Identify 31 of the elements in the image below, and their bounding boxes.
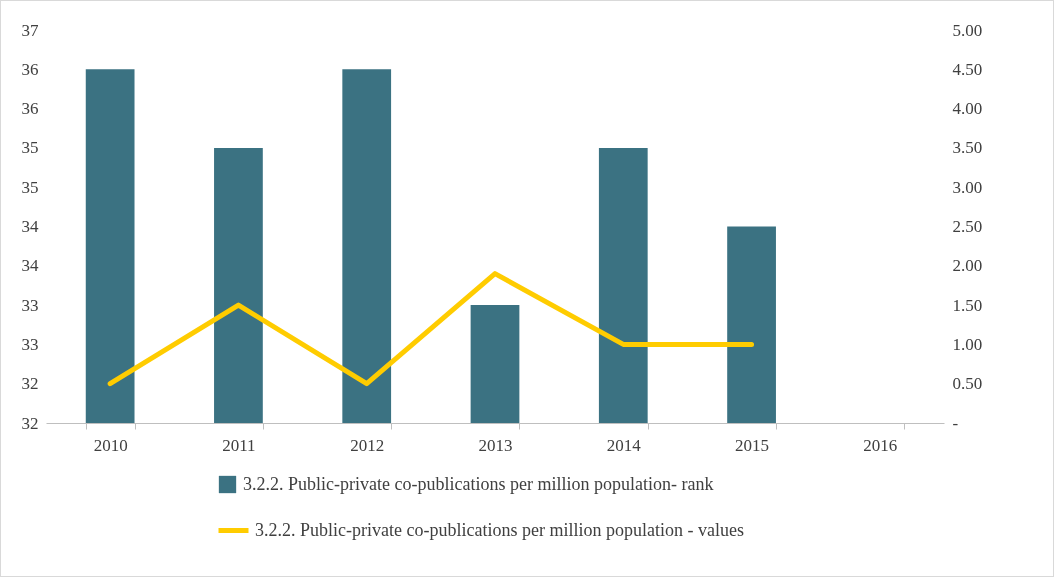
y2-tick-label: 2.00	[952, 256, 983, 276]
y2-tick-label: -	[952, 413, 959, 433]
x-tick-label: 2012	[350, 435, 385, 455]
y-tick-label: 33	[21, 334, 39, 354]
y-tick-label: 35	[21, 138, 39, 158]
y-tick-label: 35	[21, 177, 39, 197]
y2-tick-label: 1.00	[952, 334, 983, 354]
legend-label: 3.2.2. Public-private co-publications per million population - values	[255, 519, 744, 540]
x-tick-label: 2016	[863, 435, 898, 455]
x-tick-label: 2013	[478, 435, 513, 455]
legend-label: 3.2.2. Public-private co-publications per million population- rank	[243, 473, 714, 494]
y2-tick-label: 4.50	[952, 59, 983, 79]
y2-tick-label: 4.00	[952, 99, 983, 119]
y-tick-label: 36	[21, 99, 39, 119]
y2-tick-label: 2.50	[952, 217, 983, 236]
x-tick-label: 2010	[93, 435, 128, 455]
x-tick-label: 2011	[222, 435, 256, 455]
y-tick-label: 32	[21, 374, 39, 394]
y2-tick-label: 3.00	[952, 177, 983, 197]
y-tick-label: 36	[21, 59, 39, 79]
x-tick-label: 2015	[735, 435, 770, 455]
y2-tick-label: 1.50	[952, 295, 983, 315]
y-tick-label: 37	[21, 20, 39, 40]
y-tick-label: 34	[21, 256, 39, 276]
y-tick-label: 33	[21, 295, 39, 315]
y-tick-label: 32	[21, 413, 39, 433]
y2-tick-label: 0.50	[952, 374, 983, 394]
x-tick-label: 2014	[606, 435, 642, 455]
y2-tick-label: 3.50	[952, 138, 983, 158]
y2-tick-label: 5.00	[952, 20, 983, 40]
y-tick-label: 34	[21, 217, 39, 236]
